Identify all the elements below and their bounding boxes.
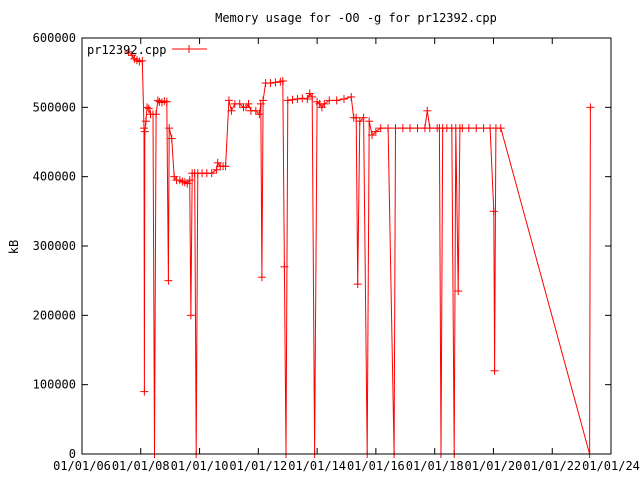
- x-tick-label: 01/01/24: [582, 459, 640, 473]
- data-point: [340, 95, 349, 104]
- data-point: [257, 273, 266, 282]
- x-tick-label: 01/01/16: [347, 459, 405, 473]
- data-point: [138, 56, 147, 65]
- data-point: [259, 96, 268, 105]
- data-point: [227, 106, 236, 115]
- x-tick-label: 01/01/06: [53, 459, 111, 473]
- data-point: [164, 276, 173, 285]
- data-point: [376, 124, 385, 133]
- data-point: [244, 99, 253, 108]
- x-tick-label: 01/01/22: [523, 459, 581, 473]
- series-line: [128, 51, 591, 455]
- series-layer: [124, 47, 595, 458]
- data-point: [293, 95, 302, 104]
- y-tick-label: 100000: [33, 378, 76, 392]
- data-point: [221, 162, 230, 171]
- data-point: [365, 117, 374, 126]
- data-point: [278, 76, 287, 85]
- chart-title: Memory usage for -O0 -g for pr12392.cpp: [215, 11, 497, 25]
- data-point: [359, 113, 368, 122]
- data-point: [288, 95, 297, 104]
- data-point: [271, 78, 280, 87]
- plot-frame: [81, 37, 612, 455]
- data-point: [153, 96, 162, 105]
- x-tick-label: 01/01/10: [171, 459, 229, 473]
- data-point: [224, 96, 233, 105]
- data-point: [124, 47, 133, 56]
- data-point: [464, 124, 473, 133]
- data-point: [489, 207, 498, 216]
- y-tick-label: 400000: [33, 170, 76, 184]
- data-point: [384, 124, 393, 133]
- legend: pr12392.cpp: [87, 43, 207, 57]
- data-point: [280, 262, 289, 271]
- data-point: [355, 117, 364, 126]
- data-point: [266, 79, 275, 88]
- data-point: [423, 106, 432, 115]
- data-point: [165, 124, 174, 133]
- data-point: [207, 169, 216, 178]
- data-point: [425, 124, 434, 133]
- data-point: [490, 366, 499, 375]
- data-point: [143, 103, 152, 112]
- y-tick-label: 300000: [33, 239, 76, 253]
- data-point: [352, 113, 361, 122]
- data-point: [391, 124, 400, 133]
- data-point: [413, 124, 422, 133]
- data-point: [298, 94, 307, 103]
- data-point: [283, 96, 292, 105]
- legend-marker: [185, 45, 193, 53]
- x-tick-label: 01/01/14: [288, 459, 346, 473]
- axis-ticks: 0 100000 200000 300000 400000 500000 600000 01/…: [33, 31, 640, 473]
- y-tick-label: 200000: [33, 308, 76, 322]
- x-tick-label: 01/01/18: [406, 459, 464, 473]
- data-point: [472, 124, 481, 133]
- data-point: [186, 311, 195, 320]
- data-point: [167, 134, 176, 143]
- data-point: [139, 124, 148, 133]
- data-point: [170, 172, 179, 181]
- data-point: [320, 99, 329, 108]
- y-tick-label: 600000: [33, 31, 76, 45]
- x-tick-label: 01/01/08: [112, 459, 170, 473]
- data-point: [586, 103, 595, 112]
- data-point: [212, 165, 221, 174]
- data-point: [325, 96, 334, 105]
- y-axis-label: kB: [7, 240, 21, 254]
- y-tick-label: 0: [69, 447, 76, 461]
- x-tick-label: 01/01/20: [465, 459, 523, 473]
- data-point: [353, 280, 362, 289]
- data-point: [496, 124, 505, 133]
- data-point: [406, 124, 415, 133]
- data-point: [235, 99, 244, 108]
- data-point: [251, 106, 260, 115]
- data-point: [140, 127, 149, 136]
- x-tick-label: 01/01/12: [229, 459, 287, 473]
- data-point: [185, 176, 194, 185]
- data-point: [454, 287, 463, 296]
- data-point: [144, 104, 153, 113]
- data-point: [141, 117, 150, 126]
- data-point: [347, 92, 356, 101]
- y-tick-label: 500000: [33, 100, 76, 114]
- data-point: [140, 387, 149, 396]
- data-point: [308, 92, 317, 101]
- data-point: [368, 131, 377, 140]
- data-point: [398, 124, 407, 133]
- data-point: [162, 97, 171, 106]
- data-point: [255, 110, 264, 119]
- legend-label: pr12392.cpp: [87, 43, 166, 57]
- data-point: [303, 95, 312, 104]
- data-point: [152, 110, 161, 119]
- data-point: [371, 127, 380, 136]
- data-point: [332, 96, 341, 105]
